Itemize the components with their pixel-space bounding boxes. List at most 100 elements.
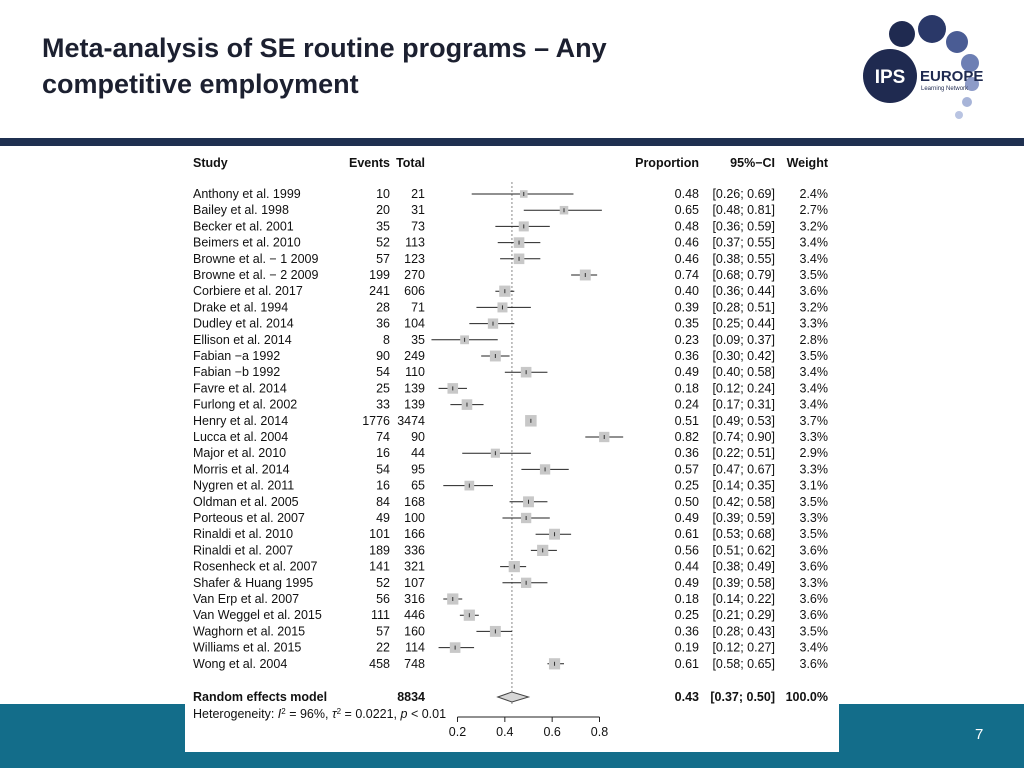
- study-ci: [0.26; 0.69]: [712, 187, 775, 201]
- header-study: Study: [193, 156, 228, 170]
- study-row: Dudley et al. 2014 36 104 0.35 [0.25; 0.44] 3…: [193, 317, 828, 331]
- study-row: Furlong et al. 2002 33 139 0.24 [0.17; 0.31]…: [193, 398, 828, 412]
- study-name: Van Weggel et al. 2015: [193, 608, 322, 622]
- study-total: 104: [404, 317, 425, 331]
- study-ci: [0.48; 0.81]: [712, 203, 775, 217]
- title-line-2: competitive employment: [42, 69, 359, 99]
- study-row: Shafer & Huang 1995 52 107 0.49 [0.39; 0.58]…: [193, 576, 828, 590]
- study-name: Fabian −b 1992: [193, 365, 280, 379]
- study-weight: 2.9%: [800, 446, 829, 460]
- study-total: 606: [404, 284, 425, 298]
- study-total: 270: [404, 268, 425, 282]
- study-events: 33: [376, 398, 390, 412]
- study-ci: [0.14; 0.22]: [712, 592, 775, 606]
- study-ci: [0.14; 0.35]: [712, 479, 775, 493]
- study-weight: 3.4%: [800, 641, 829, 655]
- x-axis-tick-label: 0.6: [543, 725, 560, 739]
- x-axis-tick-label: 0.2: [449, 725, 466, 739]
- study-total: 44: [411, 446, 425, 460]
- logo-dot-7: [955, 111, 963, 119]
- study-ci: [0.38; 0.55]: [712, 252, 775, 266]
- slide-title: Meta-analysis of SE routine programs – A…: [42, 30, 802, 102]
- study-total: 71: [411, 300, 425, 314]
- study-total: 316: [404, 592, 425, 606]
- study-events: 199: [369, 268, 390, 282]
- study-total: 249: [404, 349, 425, 363]
- study-weight: 3.6%: [800, 657, 829, 671]
- study-name: Beimers et al. 2010: [193, 236, 301, 250]
- study-weight: 2.4%: [800, 187, 829, 201]
- study-weight: 3.6%: [800, 284, 829, 298]
- study-proportion: 0.56: [675, 543, 699, 557]
- study-proportion: 0.25: [675, 608, 699, 622]
- study-ci: [0.22; 0.51]: [712, 446, 775, 460]
- study-events: 1776: [362, 414, 390, 428]
- study-ci: [0.74; 0.90]: [712, 430, 775, 444]
- study-name: Major et al. 2010: [193, 446, 286, 460]
- header-events: Events: [349, 156, 390, 170]
- study-proportion: 0.25: [675, 479, 699, 493]
- logo-dot-1: [889, 21, 915, 47]
- study-name: Becker et al. 2001: [193, 219, 294, 233]
- study-weight: 3.2%: [800, 300, 829, 314]
- study-ci: [0.53; 0.68]: [712, 527, 775, 541]
- study-events: 25: [376, 381, 390, 395]
- study-name: Rinaldi et al. 2010: [193, 527, 293, 541]
- study-ci: [0.30; 0.42]: [712, 349, 775, 363]
- study-row: Morris et al. 2014 54 95 0.57 [0.47; 0.67] 3.…: [193, 462, 828, 476]
- study-name: Rosenheck et al. 2007: [193, 560, 317, 574]
- study-weight: 3.5%: [800, 349, 829, 363]
- header-total: Total: [396, 156, 425, 170]
- study-row: Favre et al. 2014 25 139 0.18 [0.12; 0.24] 3.…: [193, 381, 828, 395]
- study-weight: 3.3%: [800, 430, 829, 444]
- study-events: 10: [376, 187, 390, 201]
- tau-superscript: 2: [337, 707, 342, 716]
- study-events: 56: [376, 592, 390, 606]
- study-total: 3474: [397, 414, 425, 428]
- study-proportion: 0.46: [675, 252, 699, 266]
- study-name: Furlong et al. 2002: [193, 398, 297, 412]
- study-events: 84: [376, 495, 390, 509]
- top-band: [0, 138, 1024, 146]
- logo-dot-4: [961, 54, 979, 72]
- study-proportion: 0.61: [675, 527, 699, 541]
- study-row: Rinaldi et al. 2010 101 166 0.61 [0.53; 0.68…: [193, 527, 828, 541]
- study-events: 8: [383, 333, 390, 347]
- study-total: 100: [404, 511, 425, 525]
- study-total: 21: [411, 187, 425, 201]
- study-proportion: 0.61: [675, 657, 699, 671]
- study-proportion: 0.19: [675, 641, 699, 655]
- study-events: 22: [376, 641, 390, 655]
- study-name: Morris et al. 2014: [193, 462, 290, 476]
- logo-europe-text: EUROPE: [920, 68, 983, 85]
- study-weight: 3.6%: [800, 608, 829, 622]
- study-ci: [0.12; 0.24]: [712, 381, 775, 395]
- study-proportion: 0.24: [675, 398, 699, 412]
- study-ci: [0.28; 0.51]: [712, 300, 775, 314]
- study-total: 65: [411, 479, 425, 493]
- logo-dot-3: [946, 31, 968, 53]
- logo-main-circle: [863, 49, 917, 103]
- study-proportion: 0.65: [675, 203, 699, 217]
- study-ci: [0.36; 0.44]: [712, 284, 775, 298]
- forest-plot-panel: Study Events Total Proportion 95%−CI Wei…: [185, 146, 839, 752]
- logo-graphic: IPS EUROPE Learning Network: [863, 15, 983, 119]
- study-total: 168: [404, 495, 425, 509]
- study-name: Anthony et al. 1999: [193, 187, 301, 201]
- study-ci: [0.36; 0.59]: [712, 219, 775, 233]
- study-weight: 3.4%: [800, 365, 829, 379]
- study-name: Shafer & Huang 1995: [193, 576, 313, 590]
- study-proportion: 0.40: [675, 284, 699, 298]
- study-proportion: 0.49: [675, 365, 699, 379]
- study-weight: 2.7%: [800, 203, 829, 217]
- study-total: 139: [404, 398, 425, 412]
- study-row: Beimers et al. 2010 52 113 0.46 [0.37; 0.55]…: [193, 236, 828, 250]
- logo-dot-6: [962, 97, 972, 107]
- page-number: 7: [975, 726, 984, 743]
- study-row: Rinaldi et al. 2007 189 336 0.56 [0.51; 0.62…: [193, 543, 828, 557]
- study-proportion: 0.48: [675, 187, 699, 201]
- study-events: 52: [376, 576, 390, 590]
- study-total: 114: [405, 641, 425, 655]
- study-row: Rosenheck et al. 2007 141 321 0.44 [0.38; 0.…: [193, 560, 828, 574]
- heterogeneity-prefix: Heterogeneity:: [193, 707, 278, 721]
